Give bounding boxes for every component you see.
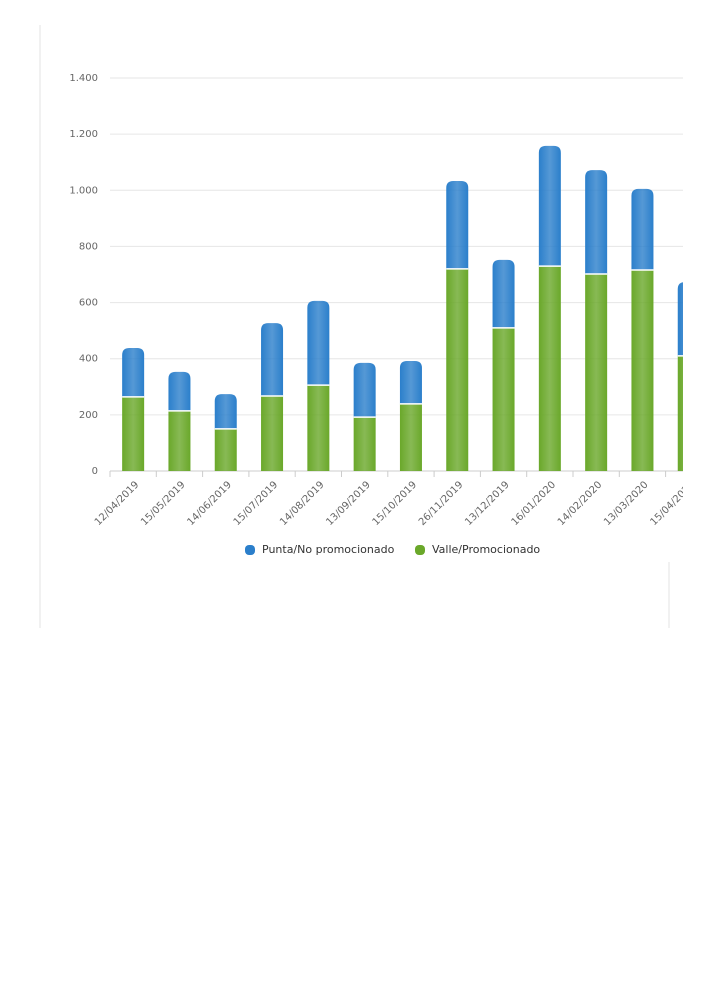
x-tick-label: 15/04/2020 [648,479,697,528]
bar [261,396,284,471]
y-tick-label: 800 [79,241,98,252]
bar [214,428,237,471]
bar [399,403,422,471]
legend-label: Valle/Promocionado [432,543,540,556]
x-tick-label: 13/09/2019 [324,479,373,528]
bar [122,348,145,397]
bar [122,396,145,471]
bar [446,181,469,269]
x-tick-label: 15/10/2019 [371,479,420,528]
bar [446,268,469,471]
bar [307,385,330,471]
y-tick-label: 1.200 [69,129,98,140]
legend-label: Punta/No promocionado [262,543,395,556]
bar [353,417,376,471]
legend-marker [245,545,255,555]
x-tick-label: 15/07/2019 [232,479,281,528]
bar [631,188,654,271]
bar [538,145,561,267]
plot-area: 12/04/201915/05/201914/06/201915/07/2019… [93,77,697,528]
x-tick-label: 13/12/2019 [463,479,512,528]
bar [214,394,237,429]
x-tick-label: 15/05/2019 [139,479,188,528]
y-tick-label: 600 [79,298,98,309]
y-tick-label: 200 [79,410,98,421]
legend-marker [415,545,425,555]
bar [353,362,376,418]
bar [631,270,654,471]
y-tick-label: 0 [92,466,98,477]
x-tick-label: 14/06/2019 [185,479,234,528]
x-tick-label: 13/03/2020 [602,479,651,528]
bar [585,273,608,471]
x-tick-label: 26/11/2019 [417,479,466,528]
bar [168,371,191,411]
bar [585,170,608,274]
y-tick-label: 400 [79,354,98,365]
bar [307,300,330,386]
bar [168,410,191,471]
x-tick-label: 14/02/2020 [556,479,605,528]
x-tick-label: 16/01/2020 [510,479,559,528]
x-tick-label: 14/08/2019 [278,479,327,528]
bar [261,323,284,397]
bar [492,259,515,328]
bar [538,266,561,471]
y-tick-label: 1.000 [69,185,98,196]
y-tick-label: 1.400 [69,73,98,84]
bar [492,327,515,471]
bar [677,282,683,356]
bar [677,355,683,471]
bar [399,360,422,404]
x-tick-label: 12/04/2019 [93,479,142,528]
